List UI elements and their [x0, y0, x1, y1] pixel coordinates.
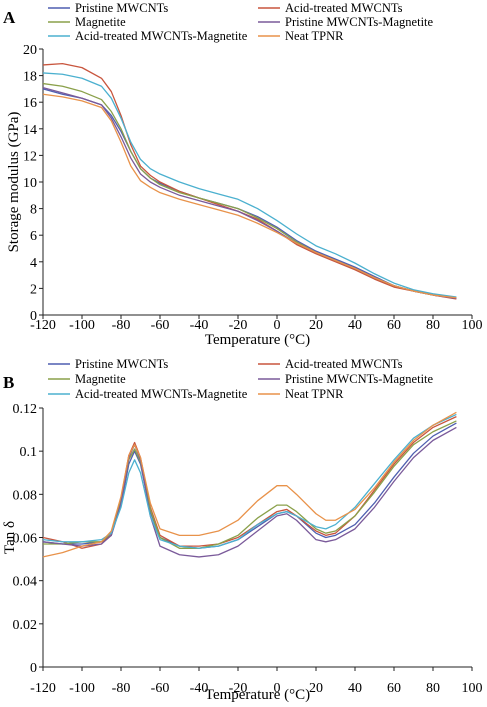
panel-label: A [3, 8, 16, 27]
legend-label: Neat TPNR [285, 29, 344, 43]
y-tick-label: 20 [23, 43, 37, 58]
y-tick-label: 14 [23, 123, 37, 138]
y-tick-label: 0.12 [13, 402, 38, 417]
x-tick-label: -120 [30, 318, 56, 333]
y-axis-title: Tan δ [2, 521, 18, 554]
x-tick-label: 0 [274, 318, 281, 333]
panel-label: B [3, 373, 14, 392]
x-tick-label: -60 [151, 681, 170, 696]
x-tick-label: -80 [112, 318, 131, 333]
y-tick-label: 4 [30, 256, 37, 271]
legend-label: Pristine MWCNTs-Magnetite [285, 372, 434, 386]
series-line-6 [42, 93, 457, 299]
y-tick-label: 0.06 [13, 532, 38, 547]
x-tick-label: -40 [190, 681, 209, 696]
series-line-2 [42, 416, 457, 549]
x-tick-label: -40 [190, 318, 209, 333]
y-tick-label: 0.08 [13, 488, 38, 503]
series-line-5 [42, 72, 457, 298]
x-tick-label: 40 [348, 318, 362, 333]
chart-panel-b: 0 0.02 0.04 0.06 0.08 0.1 0.12 -120 -100 -80 -60 -4… [2, 357, 483, 703]
legend-label: Acid-treated MWCNTs-Magnetite [75, 29, 248, 43]
x-tick-label: 100 [462, 318, 483, 333]
legend-label: Acid-treated MWCNTs-Magnetite [75, 387, 248, 401]
series-line-5 [42, 413, 457, 549]
x-tick-label: 40 [348, 681, 362, 696]
y-tick-label: 2 [30, 282, 37, 297]
x-tick-label: 100 [462, 681, 483, 696]
x-tick-label: -100 [69, 681, 95, 696]
x-tick-label: 20 [309, 681, 323, 696]
y-tick-label: 0.04 [13, 575, 38, 590]
x-tick-label: 80 [426, 318, 440, 333]
y-tick-label: 0 [30, 309, 37, 324]
x-tick-label: 20 [309, 318, 323, 333]
legend-label: Magnetite [75, 15, 126, 29]
x-tick-label: 60 [387, 681, 401, 696]
series-line-1 [42, 88, 457, 300]
x-axis-title: Temperature (°C) [205, 332, 310, 348]
y-tick-label: 10 [23, 176, 37, 191]
x-tick-label: -100 [69, 318, 95, 333]
legend-label: Pristine MWCNTs [75, 1, 168, 15]
x-tick-label: -120 [30, 681, 56, 696]
x-tick-label: -80 [112, 681, 131, 696]
legend: Pristine MWCNTs Acid-treated MWCNTs Magnet… [48, 1, 434, 43]
x-tick-label: 0 [274, 681, 281, 696]
legend: Pristine MWCNTs Acid-treated MWCNTs Magnet… [48, 357, 434, 401]
series-line-6 [42, 411, 457, 558]
y-tick-label: 12 [23, 149, 37, 164]
x-tick-label: -60 [151, 318, 170, 333]
y-tick-label: 0.1 [20, 445, 38, 460]
legend-label: Magnetite [75, 372, 126, 386]
legend-label: Acid-treated MWCNTs [285, 357, 403, 371]
chart-panel-a: 0 2 4 6 8 10 12 14 16 18 20 -120 -100 -80 -60 -40 -20 0 20… [3, 1, 483, 348]
y-tick-label: 0.02 [13, 618, 38, 633]
y-axis-title: Storage modulus (GPa) [6, 112, 22, 253]
x-tick-label: -20 [229, 318, 248, 333]
y-tick-label: 16 [23, 96, 37, 111]
x-axis-title: Temperature (°C) [205, 687, 310, 703]
y-tick-label: 6 [30, 229, 37, 244]
series-line-3 [42, 82, 457, 299]
y-tick-label: 0 [30, 661, 37, 676]
series-line-4 [42, 86, 457, 300]
x-tick-label: 60 [387, 318, 401, 333]
y-tick-label: 8 [30, 203, 37, 218]
x-tick-label: 80 [426, 681, 440, 696]
series-line-2 [42, 62, 457, 300]
y-tick-label: 18 [23, 70, 37, 85]
legend-label: Acid-treated MWCNTs [285, 1, 403, 15]
legend-label: Neat TPNR [285, 387, 344, 401]
legend-label: Pristine MWCNTs-Magnetite [285, 15, 434, 29]
legend-label: Pristine MWCNTs [75, 357, 168, 371]
x-tick-label: -20 [229, 681, 248, 696]
